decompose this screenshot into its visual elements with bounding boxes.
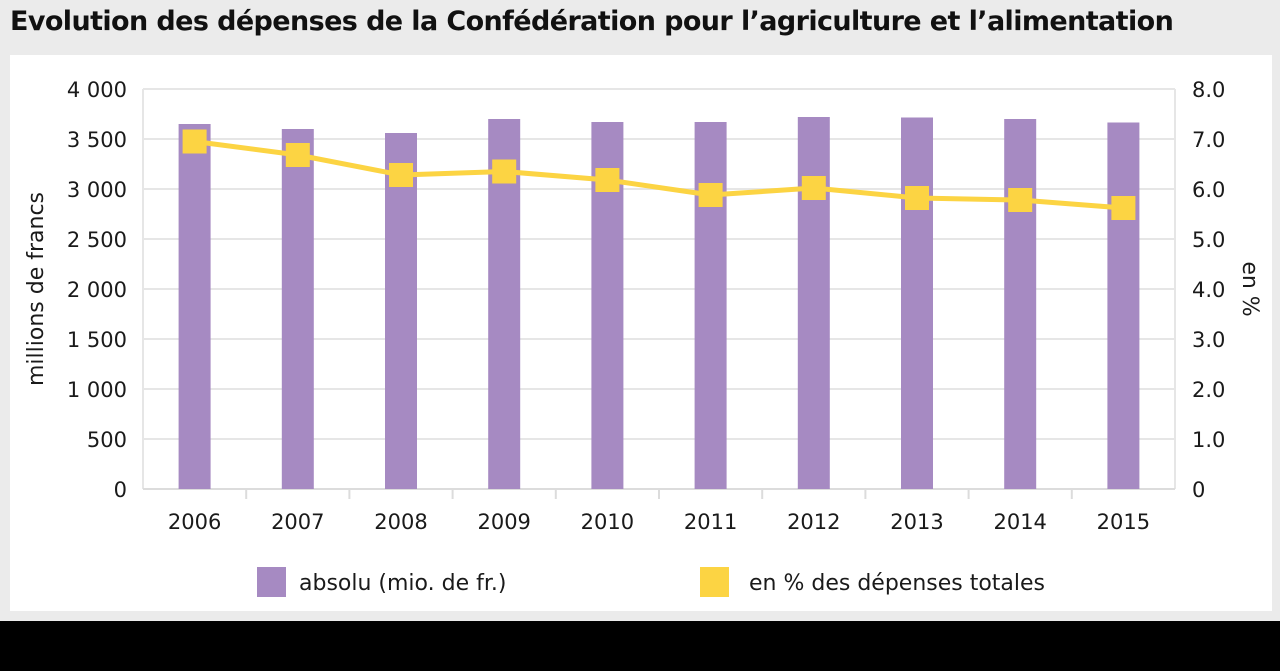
y-tick-label: 500 [87, 428, 127, 452]
legend-swatch-line [700, 567, 729, 597]
y2-axis-title: en % [1237, 261, 1262, 316]
y2-tick-label: 0 [1192, 478, 1205, 502]
legend-swatch-bar [257, 567, 286, 597]
y-tick-label: 1 000 [67, 378, 127, 402]
x-tick-label: 2009 [477, 510, 530, 534]
x-tick-label: 2008 [374, 510, 427, 534]
chart: 0 500 1 000 1 500 2 000 2 500 3 000 3 500 4 000 0… [24, 78, 1262, 597]
y-tick-label: 4 000 [67, 78, 127, 102]
bar-2011 [694, 122, 727, 489]
bar-2006 [178, 124, 211, 489]
point-marker-2007 [285, 143, 310, 167]
x-tick-label: 2012 [787, 510, 840, 534]
y2-tick-label: 5.0 [1192, 228, 1225, 252]
chart-panel [10, 55, 1272, 611]
point-marker-2006 [182, 129, 207, 154]
y2-tick-label: 2.0 [1192, 378, 1225, 402]
point-marker-2014 [1008, 188, 1033, 212]
x-tick-label: 2007 [271, 510, 324, 534]
y-axis-title: millions de francs [24, 192, 49, 386]
point-marker-2011 [698, 183, 723, 207]
bar-2013 [901, 117, 933, 489]
y2-tick-label: 8.0 [1192, 78, 1225, 102]
legend-label-bar: absolu (mio. de fr.) [299, 571, 506, 596]
y2-tick-label: 7.0 [1192, 128, 1225, 152]
series-line [194, 139, 1124, 211]
point-marker-2015 [1111, 196, 1136, 220]
y2-tick-label: 1.0 [1192, 428, 1225, 452]
bar-2015 [1107, 122, 1140, 489]
x-tick-label: 2011 [684, 510, 737, 534]
y2-tick-label: 3.0 [1192, 328, 1225, 352]
bar-2014 [1004, 119, 1037, 489]
x-tick-label: 2010 [581, 510, 634, 534]
y-tick-label: 3 500 [67, 128, 127, 152]
y2-tick-label: 4.0 [1192, 278, 1225, 302]
x-tick-label: 2013 [890, 510, 943, 534]
point-marker-2010 [595, 168, 620, 192]
x-tick-label: 2014 [993, 510, 1046, 534]
bottom-bar [0, 621, 1280, 671]
x-tick-label: 2006 [168, 510, 221, 534]
x-tick-label: 2015 [1097, 510, 1150, 534]
y2-tick-label: 6.0 [1192, 178, 1225, 202]
bar-2007 [281, 129, 314, 489]
bar-2008 [385, 133, 417, 489]
point-marker-2008 [389, 163, 413, 187]
point-marker-2009 [492, 159, 517, 184]
y-tick-label: 2 000 [67, 278, 127, 302]
point-marker-2012 [801, 176, 826, 200]
y-tick-label: 3 000 [67, 178, 127, 202]
point-marker-2013 [905, 186, 929, 210]
bar-2012 [797, 117, 830, 489]
y-tick-label: 0 [114, 478, 127, 502]
legend-label-line: en % des dépenses totales [749, 571, 1045, 596]
y-tick-label: 1 500 [67, 328, 127, 352]
y-tick-label: 2 500 [67, 228, 127, 252]
chart-title: Evolution des dépenses de la Confédérati… [10, 6, 1174, 37]
